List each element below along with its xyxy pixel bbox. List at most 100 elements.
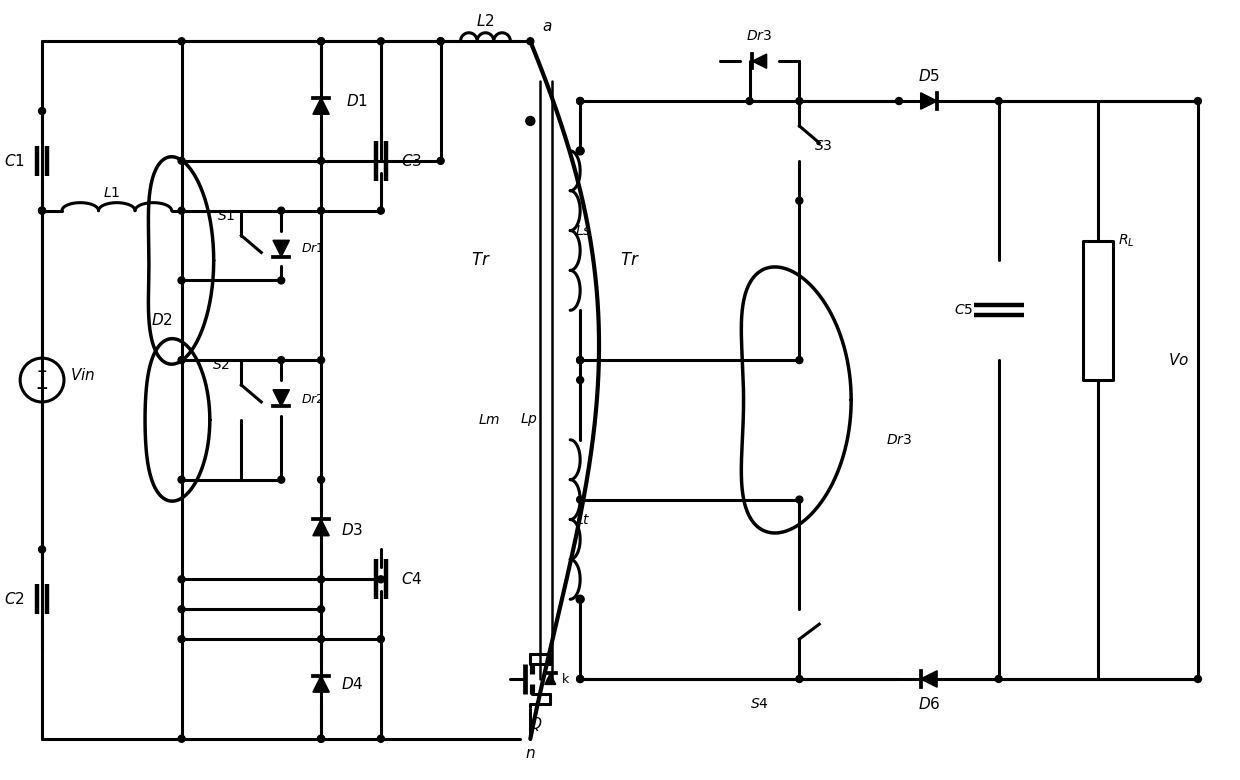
Text: $Dr2$: $Dr2$ [301,393,325,406]
Text: $D6$: $D6$ [918,696,940,712]
Text: $D4$: $D4$ [341,676,363,692]
Text: $Vin$: $Vin$ [69,367,95,383]
Circle shape [577,356,584,363]
Circle shape [278,477,285,483]
Circle shape [179,576,185,583]
Circle shape [278,356,285,363]
Text: $C2$: $C2$ [4,591,25,608]
Circle shape [278,207,285,215]
Text: $Vo$: $Vo$ [1168,352,1189,368]
Circle shape [317,636,325,643]
Circle shape [38,546,46,553]
Circle shape [796,496,802,503]
Polygon shape [544,673,556,684]
Text: $Tr$: $Tr$ [470,251,491,269]
Text: $D2$: $D2$ [151,312,172,328]
Circle shape [1194,98,1202,105]
Text: −: − [36,381,48,396]
Text: $C5$: $C5$ [955,303,973,317]
Circle shape [577,147,584,155]
Circle shape [179,477,185,483]
Text: $\mathsf{k}$: $\mathsf{k}$ [560,672,570,686]
Circle shape [317,576,325,583]
Text: $C1$: $C1$ [4,153,25,168]
Circle shape [577,377,584,384]
Text: $S3$: $S3$ [815,139,833,153]
Circle shape [527,37,533,44]
Text: $Tr$: $Tr$ [620,251,640,269]
Circle shape [577,496,584,503]
Text: $Lm$: $Lm$ [479,413,501,427]
Circle shape [577,675,584,682]
Circle shape [179,606,185,613]
Text: $S2$: $S2$ [212,358,231,372]
Text: $Ls$: $Ls$ [575,224,591,238]
Circle shape [38,207,46,215]
Text: $a$: $a$ [542,19,553,34]
Circle shape [526,116,534,126]
Polygon shape [273,240,289,257]
Polygon shape [753,54,766,69]
Circle shape [996,675,1002,682]
Polygon shape [920,93,937,109]
Circle shape [377,736,384,743]
Circle shape [179,277,185,284]
Text: $Dr3$: $Dr3$ [746,30,773,43]
Circle shape [577,675,584,682]
Circle shape [377,37,384,44]
Polygon shape [273,390,289,406]
Text: $S1$: $S1$ [217,208,236,222]
Polygon shape [312,519,330,536]
Polygon shape [312,98,330,114]
Text: $C3$: $C3$ [401,153,422,168]
Circle shape [796,98,802,105]
Text: $L1$: $L1$ [103,186,120,200]
Circle shape [746,98,753,105]
Text: $D5$: $D5$ [918,68,940,84]
Circle shape [179,736,185,743]
Circle shape [179,207,185,215]
Circle shape [377,636,384,643]
Text: $S4$: $S4$ [750,697,769,711]
Circle shape [796,356,802,363]
Circle shape [179,636,185,643]
Circle shape [996,98,1002,105]
Circle shape [577,356,584,363]
Circle shape [377,207,384,215]
Polygon shape [920,671,937,687]
Polygon shape [312,675,330,692]
Circle shape [438,158,444,165]
Circle shape [317,356,325,363]
Circle shape [179,158,185,165]
Bar [1084,240,1114,380]
Text: $L2$: $L2$ [476,13,495,30]
Circle shape [317,207,325,215]
Circle shape [317,736,325,743]
Text: $n$: $n$ [525,746,536,761]
Circle shape [577,595,584,603]
Circle shape [577,98,584,105]
Text: $D1$: $D1$ [346,93,368,109]
Circle shape [38,108,46,115]
Circle shape [438,37,444,44]
Circle shape [179,356,185,363]
Text: $Lp$: $Lp$ [521,411,538,428]
Text: $C4$: $C4$ [401,571,422,587]
Circle shape [895,98,903,105]
Circle shape [377,576,384,583]
Circle shape [317,477,325,483]
Text: +: + [37,365,47,378]
Circle shape [179,37,185,44]
Text: $Lt$: $Lt$ [575,512,590,526]
Circle shape [317,37,325,44]
Circle shape [317,158,325,165]
Circle shape [577,98,584,105]
Text: $R_L$: $R_L$ [1118,232,1135,249]
Circle shape [317,736,325,743]
Circle shape [38,207,46,215]
Circle shape [796,197,802,204]
Circle shape [1194,675,1202,682]
Circle shape [438,37,444,44]
Text: $Dr3$: $Dr3$ [885,433,913,447]
Text: $Dr1$: $Dr1$ [301,242,325,255]
